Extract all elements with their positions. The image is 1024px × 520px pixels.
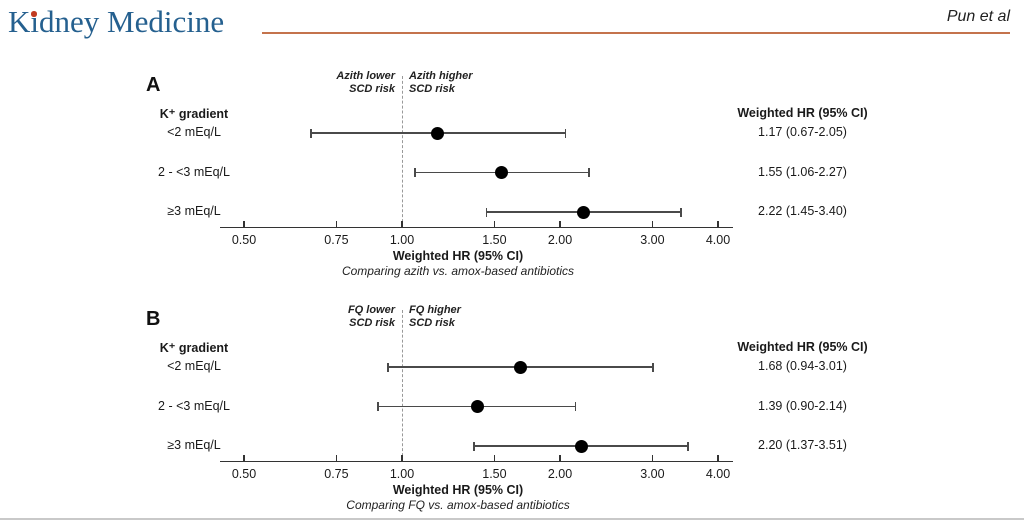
axis-tick — [651, 455, 654, 461]
hr-point — [470, 400, 484, 413]
axis-tick — [559, 221, 561, 227]
ci-cap-left — [387, 362, 389, 372]
direction-label-line: SCD risk — [349, 317, 395, 329]
axis-tick — [717, 455, 719, 461]
direction-label-lower: FQ lower SCD risk — [283, 304, 395, 330]
panel-letter: A — [146, 74, 161, 96]
direction-label-line: SCD risk — [409, 317, 455, 329]
header-rule — [262, 32, 1010, 34]
ci-line — [310, 132, 566, 134]
axis-line — [220, 460, 733, 463]
hr-value: 1.39 (0.90-2.14) — [758, 398, 847, 413]
axis-tick — [717, 221, 719, 227]
category-label: 2 - <3 mEq/L — [158, 164, 230, 179]
direction-label-lower: Azith lower SCD risk — [283, 70, 395, 96]
hr-point — [513, 360, 527, 374]
category-label: ≥3 mEq/L — [167, 204, 221, 218]
hr-point — [431, 126, 445, 140]
ci-line — [387, 366, 654, 368]
direction-label-line: Azith higher — [409, 70, 473, 82]
axis-tick-label: 1.50 — [482, 233, 507, 247]
axis-tick — [493, 221, 496, 227]
ci-cap-right — [564, 128, 567, 138]
ci-cap-right — [652, 362, 654, 372]
ci-cap-right — [574, 402, 577, 411]
axis-title: Weighted HR (95% CI) — [392, 483, 524, 497]
direction-label-higher: FQ higher SCD risk — [409, 304, 529, 330]
hr-value: 2.22 (1.45-3.40) — [758, 204, 847, 218]
ci-cap-left — [377, 402, 379, 411]
axis-tick-label: 1.00 — [389, 467, 415, 481]
hr-value: 1.68 (0.94-3.01) — [758, 359, 847, 373]
ci-line — [377, 405, 576, 408]
axis-subtitle: Comparing FQ vs. amox-based antibiotics — [346, 498, 570, 512]
axis-tick — [335, 221, 338, 227]
direction-label-line: FQ higher — [409, 304, 461, 316]
logo-red-dot-icon — [31, 11, 37, 17]
ci-line — [486, 211, 681, 213]
value-column-header: Weighted HR (95% CI) — [737, 106, 868, 120]
ci-cap-left — [485, 207, 488, 217]
axis-tick-label: 3.00 — [640, 233, 665, 247]
axis-tick-label: 1.00 — [389, 233, 415, 247]
hr-value: 1.55 (1.06-2.27) — [758, 164, 847, 179]
hr-point — [575, 439, 589, 453]
axis-tick — [493, 455, 496, 461]
axis-tick — [401, 221, 403, 227]
group-header: K⁺ gradient — [159, 107, 229, 121]
axis-tick-label: 1.50 — [482, 467, 507, 481]
ci-cap-left — [472, 441, 475, 451]
hr-point — [495, 166, 509, 179]
category-label: <2 mEq/L — [167, 125, 221, 139]
ci-line — [473, 445, 689, 447]
axis-title: Weighted HR (95% CI) — [392, 249, 524, 263]
reference-line — [401, 76, 403, 227]
direction-label-line: SCD risk — [409, 83, 455, 95]
direction-label-higher: Azith higher SCD risk — [409, 70, 529, 96]
ci-cap-right — [687, 441, 689, 451]
axis-tick-label: 0.75 — [324, 233, 349, 247]
axis-tick-label: 0.50 — [231, 233, 257, 247]
ci-cap-left — [414, 168, 417, 177]
value-column-header: Weighted HR (95% CI) — [737, 340, 868, 354]
axis-subtitle: Comparing azith vs. amox-based antibioti… — [341, 264, 575, 278]
axis-tick-label: 3.00 — [640, 467, 665, 481]
ci-cap-left — [309, 128, 312, 138]
ci-cap-right — [588, 168, 590, 177]
authors-label: Pun et al — [946, 8, 1010, 25]
axis-tick-label: 4.00 — [705, 233, 731, 247]
axis-tick — [335, 455, 338, 461]
axis-tick-label: 0.75 — [324, 467, 349, 481]
hr-point — [577, 205, 591, 219]
direction-label-line: SCD risk — [349, 83, 395, 95]
axis-tick — [243, 221, 245, 227]
category-label: ≥3 mEq/L — [167, 438, 221, 452]
axis-tick — [243, 455, 245, 461]
axis-tick — [401, 455, 403, 461]
axis-tick-label: 2.00 — [547, 467, 573, 481]
logo-letter-i: ı — [30, 4, 40, 39]
page-bottom-border — [0, 518, 1024, 520]
axis-tick-label: 4.00 — [705, 467, 731, 481]
ci-line — [415, 171, 589, 174]
axis-line — [220, 226, 733, 229]
axis-tick-label: 2.00 — [547, 233, 573, 247]
axis-tick-label: 0.50 — [231, 467, 257, 481]
journal-logo: Kı dney Medicine — [8, 4, 225, 39]
category-label: 2 - <3 mEq/L — [158, 398, 230, 413]
direction-label-line: FQ lower — [347, 304, 395, 316]
ci-cap-right — [680, 207, 682, 217]
reference-line — [401, 310, 403, 461]
direction-label-line: Azith lower — [336, 70, 395, 82]
group-header: K⁺ gradient — [159, 341, 229, 355]
category-label: <2 mEq/L — [167, 359, 221, 373]
axis-tick — [651, 221, 654, 227]
panel-letter: B — [146, 308, 161, 330]
axis-tick — [559, 455, 561, 461]
hr-value: 2.20 (1.37-3.51) — [758, 438, 847, 452]
hr-value: 1.17 (0.67-2.05) — [758, 125, 847, 139]
